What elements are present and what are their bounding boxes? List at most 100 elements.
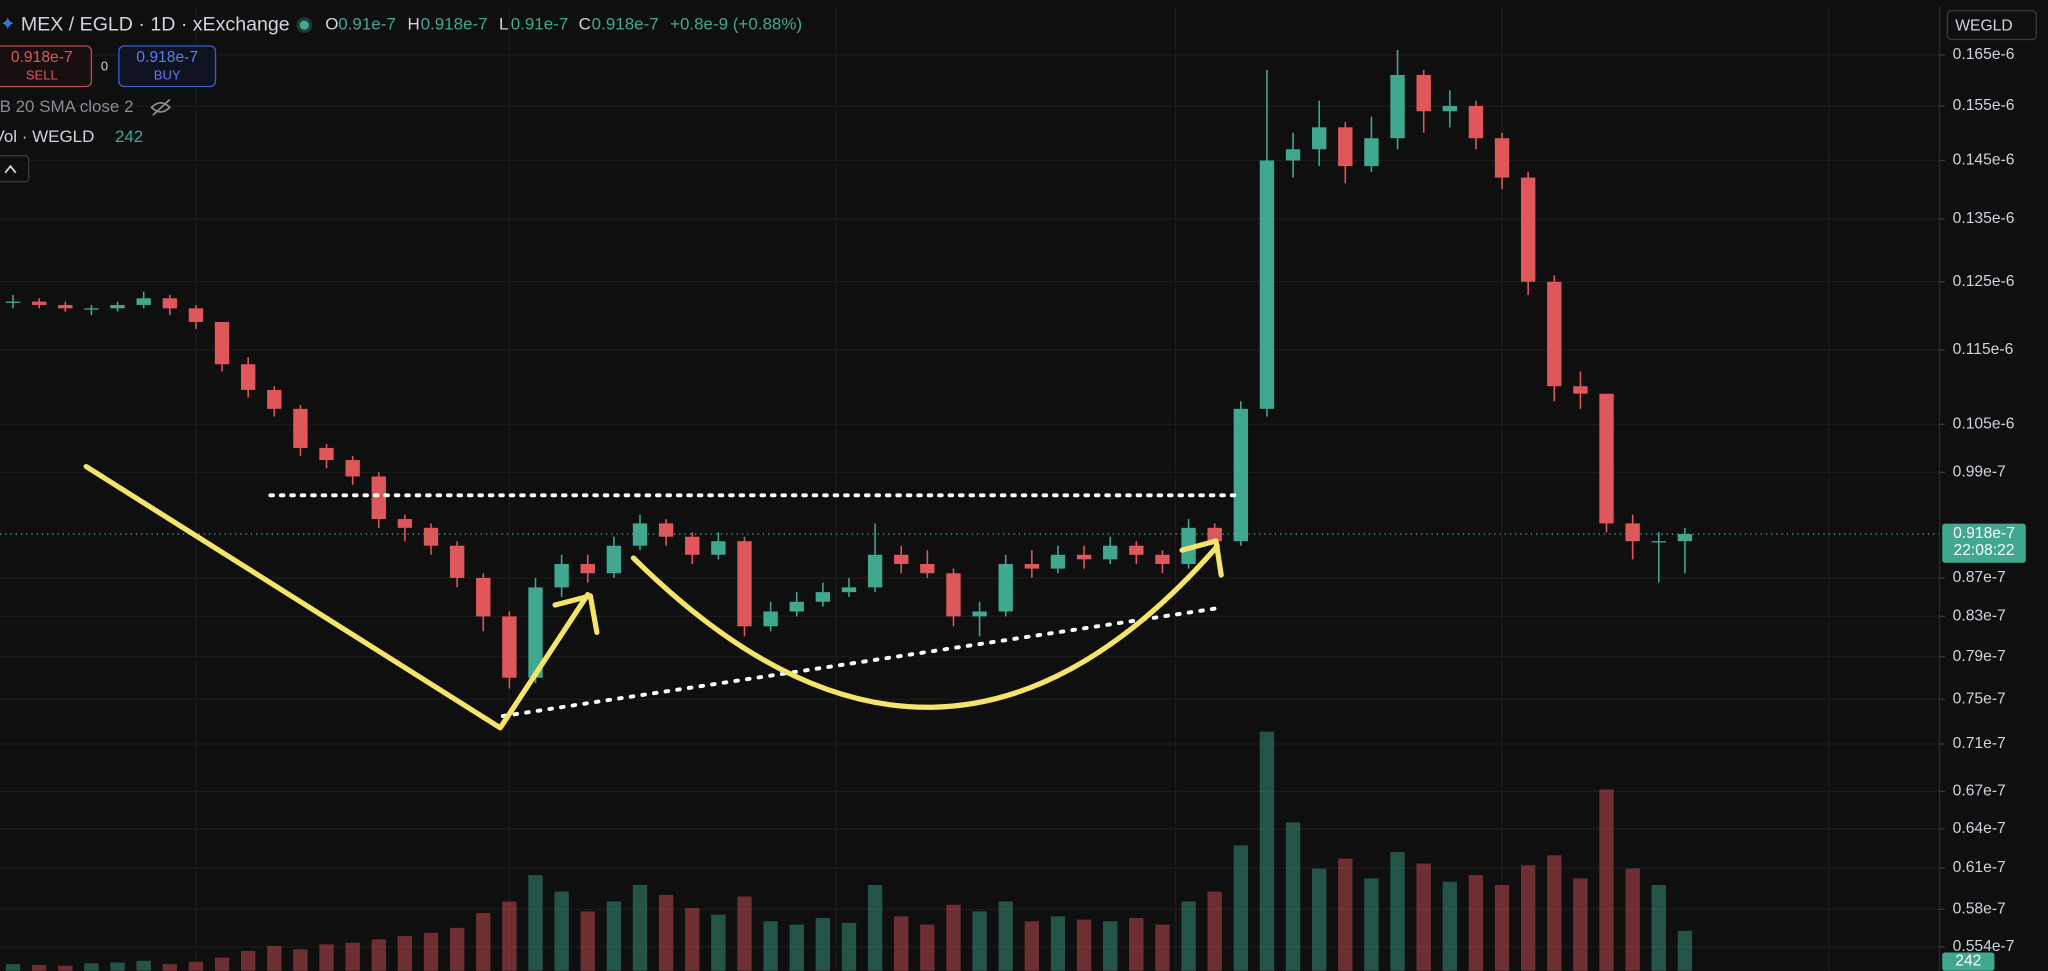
o-key: O <box>325 15 338 34</box>
candle-body <box>449 545 465 578</box>
volume-bar <box>737 896 752 971</box>
volume-badge <box>1942 952 1995 971</box>
y-tick-label: 0.79e-7 <box>1953 648 2006 665</box>
candle-body <box>1651 541 1666 543</box>
volume-bar <box>1494 885 1510 971</box>
candle-body <box>606 545 622 574</box>
v-stroke <box>83 463 591 731</box>
arrow-head <box>552 593 600 636</box>
volume-bar <box>110 962 125 971</box>
candle-body <box>1103 545 1118 560</box>
volume-bar <box>1024 921 1040 971</box>
volume-bar <box>267 945 282 971</box>
volume-bar <box>711 914 726 971</box>
candle-body <box>319 447 334 461</box>
buy-label: BUY <box>154 67 181 82</box>
badge-bg <box>1942 523 2026 563</box>
candle-body <box>162 298 177 309</box>
price-axis <box>1939 0 2048 971</box>
volume-bar <box>423 932 439 971</box>
volume-bar <box>1520 865 1536 971</box>
volume-bar <box>371 939 386 971</box>
candle-body <box>737 541 752 627</box>
candle-body <box>1207 527 1222 542</box>
candle-body <box>345 460 360 477</box>
candle-body <box>580 563 595 574</box>
volume-legend-value: 242 <box>115 127 143 146</box>
volume-bar <box>1103 921 1118 971</box>
buy-price: 0.918e-7 <box>136 49 198 66</box>
y-tick-label: 0.125e-6 <box>1953 273 2015 290</box>
volume-bar <box>1364 878 1379 971</box>
volume-bar <box>580 911 595 971</box>
candle-body <box>397 519 413 528</box>
y-tick-label: 0.71e-7 <box>1953 735 2006 752</box>
collapse-icon <box>4 164 17 174</box>
support-line <box>500 605 1224 718</box>
volume-bar <box>658 894 674 971</box>
visibility-toggle[interactable] <box>150 98 171 116</box>
volume-bar <box>240 950 256 971</box>
volume-bar <box>84 963 99 971</box>
candle-body <box>502 616 517 678</box>
volume-bar <box>1155 924 1170 971</box>
volume-bar <box>685 908 700 971</box>
candle-body <box>214 321 230 365</box>
y-tick-label: 0.155e-6 <box>1953 97 2015 114</box>
volume-bar <box>972 911 987 971</box>
volume-bar <box>214 957 230 971</box>
currency: WEGLD <box>1955 18 2012 35</box>
candle-body <box>1547 281 1562 387</box>
volume-legend: Vol · WEGLD <box>0 127 94 146</box>
candle-body <box>1076 554 1092 560</box>
volume-bar <box>502 901 517 971</box>
currency-box[interactable] <box>1946 10 2037 41</box>
candle-body <box>1573 386 1588 394</box>
last-price: 0.918e-7 <box>1953 525 2015 542</box>
candle-body <box>815 592 831 602</box>
volume-bar <box>476 913 491 971</box>
volume-bar <box>1285 822 1301 971</box>
sell-button[interactable] <box>0 45 93 88</box>
candle-body <box>188 308 204 322</box>
y-tick-label: 0.87e-7 <box>1953 569 2006 586</box>
candle-body <box>1155 554 1170 564</box>
volume-bar <box>1573 878 1588 971</box>
candle-body <box>136 298 151 305</box>
volume-bar <box>946 904 961 971</box>
volume-bar <box>815 917 831 971</box>
candle-body <box>894 554 909 564</box>
candle-body <box>554 563 569 588</box>
candle-body <box>1442 105 1457 112</box>
volume-bar <box>789 924 804 971</box>
y-tick-label: 0.99e-7 <box>1953 463 2006 480</box>
volume-bar <box>1416 863 1431 971</box>
h-key: H <box>408 15 420 34</box>
volume-bar <box>554 891 569 971</box>
cup-curve <box>630 543 1220 710</box>
volume-bar <box>998 901 1013 971</box>
volume-bar <box>1076 919 1092 971</box>
volume-bar <box>1233 845 1248 971</box>
top-edge <box>0 0 2048 7</box>
buy-button[interactable] <box>118 45 217 88</box>
candle-body <box>1599 393 1614 524</box>
candle-body <box>1625 523 1640 542</box>
collapse-button[interactable] <box>0 155 30 183</box>
candle-body <box>1364 138 1379 167</box>
countdown: 22:08:22 <box>1954 542 2015 559</box>
volume-bar <box>1181 901 1196 971</box>
volume-bar <box>58 965 73 971</box>
candle-body <box>371 476 386 520</box>
annotations <box>83 463 1237 731</box>
c-key: C <box>579 15 591 34</box>
candle-body <box>1312 127 1327 150</box>
volume-bar <box>1050 916 1066 971</box>
candle-body <box>240 364 256 390</box>
o-value: 0.91e-7 <box>338 15 396 34</box>
candle-body <box>972 611 987 617</box>
candle-body <box>1129 545 1144 555</box>
y-tick-label: 0.554e-7 <box>1953 938 2015 955</box>
c-value: 0.918e-7 <box>592 15 659 34</box>
